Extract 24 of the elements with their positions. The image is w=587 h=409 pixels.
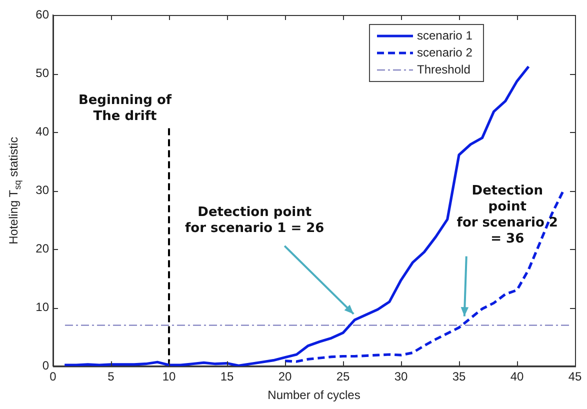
legend-label: scenario 2 (417, 45, 473, 60)
x-tick-label: 15 (220, 370, 234, 384)
y-tick-label: 40 (36, 124, 50, 138)
x-tick-label: 25 (336, 370, 350, 384)
y-tick-label: 50 (36, 66, 50, 80)
x-tick-label: 45 (568, 370, 582, 384)
y-tick-label: 60 (36, 7, 50, 22)
y-tick-label: 10 (36, 300, 50, 314)
legend-label: scenario 1 (417, 28, 473, 42)
annotation: Detection point for scenario 1 = 26 (184, 204, 324, 236)
y-tick-label: 20 (36, 241, 50, 256)
y-tick-label: 0 (42, 358, 50, 373)
annotation: Detection point for scenario 2 = 36 (456, 183, 558, 246)
x-tick-label: 40 (510, 370, 524, 384)
annotation: Beginning of The drift (78, 93, 172, 124)
legend-label: Threshold (417, 62, 470, 76)
x-axis-title: Number of cycles (268, 388, 360, 402)
x-tick-label: 10 (162, 370, 176, 384)
x-tick-label: 5 (108, 370, 115, 384)
y-tick-label: 30 (36, 182, 50, 197)
x-tick-label: 20 (278, 370, 292, 384)
y-axis-title: Hoteling Tsq statistic (6, 136, 22, 244)
x-tick-label: 30 (394, 370, 408, 384)
x-tick-label: 35 (452, 370, 466, 384)
